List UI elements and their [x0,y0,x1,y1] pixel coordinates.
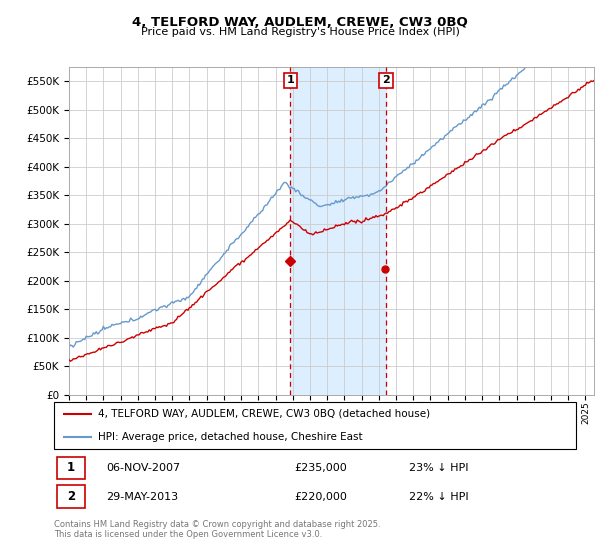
Text: 06-NOV-2007: 06-NOV-2007 [106,463,181,473]
Text: 4, TELFORD WAY, AUDLEM, CREWE, CW3 0BQ (detached house): 4, TELFORD WAY, AUDLEM, CREWE, CW3 0BQ (… [98,409,430,419]
FancyBboxPatch shape [56,456,85,479]
Text: 23% ↓ HPI: 23% ↓ HPI [409,463,469,473]
Text: 29-MAY-2013: 29-MAY-2013 [106,492,178,502]
FancyBboxPatch shape [56,486,85,508]
Text: 1: 1 [67,461,75,474]
Text: 2: 2 [382,75,390,85]
Text: 22% ↓ HPI: 22% ↓ HPI [409,492,469,502]
Text: £235,000: £235,000 [294,463,347,473]
Text: 1: 1 [286,75,294,85]
Text: 2: 2 [67,490,75,503]
Text: Price paid vs. HM Land Registry's House Price Index (HPI): Price paid vs. HM Land Registry's House … [140,27,460,37]
Text: HPI: Average price, detached house, Cheshire East: HPI: Average price, detached house, Ches… [98,432,363,442]
FancyBboxPatch shape [54,402,576,449]
Bar [290,67,386,395]
Text: £220,000: £220,000 [294,492,347,502]
Text: Contains HM Land Registry data © Crown copyright and database right 2025.
This d: Contains HM Land Registry data © Crown c… [54,520,380,539]
Text: 4, TELFORD WAY, AUDLEM, CREWE, CW3 0BQ: 4, TELFORD WAY, AUDLEM, CREWE, CW3 0BQ [132,16,468,29]
